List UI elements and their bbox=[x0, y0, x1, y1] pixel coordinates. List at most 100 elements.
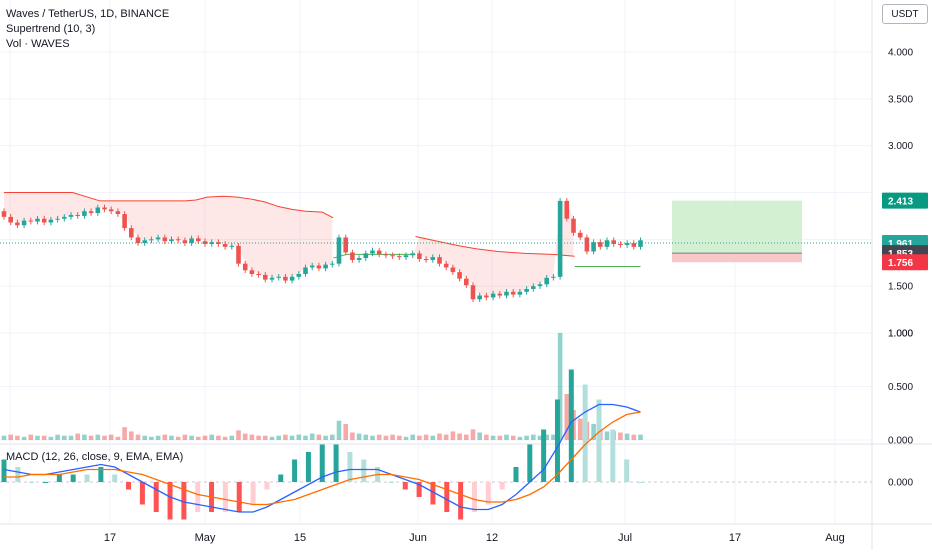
macd-legend[interactable]: MACD (12, 26, close, 9, EMA, EMA) bbox=[6, 451, 184, 463]
candle-body bbox=[35, 218, 40, 222]
volume-bar bbox=[604, 431, 610, 440]
candle-body bbox=[390, 255, 395, 257]
macd-histogram-bar bbox=[15, 467, 21, 482]
volume-bar bbox=[236, 430, 241, 440]
candle-body bbox=[309, 265, 315, 268]
volume-bar bbox=[464, 434, 469, 440]
macd-line bbox=[3, 403, 641, 513]
volume-bar bbox=[638, 434, 643, 440]
candle-body bbox=[591, 242, 596, 252]
candle-body bbox=[296, 273, 302, 277]
volume-bar bbox=[336, 420, 342, 440]
macd-histogram-bar bbox=[624, 459, 630, 482]
candle-body bbox=[108, 209, 114, 212]
candle-body bbox=[551, 276, 556, 278]
volume-bar bbox=[410, 434, 415, 440]
volume-bar bbox=[28, 434, 34, 440]
volume-bar bbox=[316, 434, 322, 440]
target-price-badge bbox=[882, 192, 928, 209]
volume-bar bbox=[82, 434, 87, 440]
candle-body bbox=[577, 232, 583, 238]
macd-histogram-bar bbox=[153, 482, 159, 512]
macd-histogram-bar bbox=[638, 482, 643, 483]
supertrend-legend[interactable]: Supertrend (10, 3) bbox=[6, 23, 96, 35]
macd-histogram-bar bbox=[596, 399, 602, 482]
volume-bar bbox=[484, 434, 489, 440]
stop-price-badge-text: 1.756 bbox=[888, 258, 913, 269]
candle-body bbox=[283, 276, 288, 281]
volume-bar bbox=[430, 435, 436, 440]
volume-bar bbox=[276, 435, 281, 440]
candle-body bbox=[537, 284, 543, 287]
candle-body bbox=[242, 263, 248, 271]
time-tick-label: 17 bbox=[729, 532, 741, 544]
candle-body bbox=[624, 243, 630, 245]
time-tick-label: 12 bbox=[486, 532, 498, 544]
volume-bar bbox=[350, 432, 355, 440]
symbol-legend[interactable]: Waves / TetherUS, 1D, BINANCE bbox=[6, 8, 170, 20]
volume-bar bbox=[618, 432, 623, 440]
volume-bar bbox=[182, 434, 188, 440]
macd-tick-label: 0.000 bbox=[888, 478, 913, 489]
candle-body bbox=[155, 237, 161, 240]
candle-body bbox=[584, 237, 590, 252]
macd-histogram-bar bbox=[1, 459, 7, 482]
volume-bar bbox=[403, 436, 409, 440]
candle-body bbox=[524, 288, 529, 292]
volume-legend[interactable]: Vol · WAVES bbox=[6, 38, 70, 50]
candle-body bbox=[8, 216, 13, 223]
candle-body bbox=[15, 222, 20, 226]
candle-body bbox=[75, 214, 80, 216]
volume-bar bbox=[457, 433, 462, 440]
volume-bar bbox=[242, 433, 248, 440]
volume-bar bbox=[510, 435, 516, 440]
candle-body bbox=[256, 273, 261, 275]
time-tick-label: 15 bbox=[294, 532, 306, 544]
candle-body bbox=[504, 291, 509, 296]
currency-unit-selector[interactable]: USDT bbox=[882, 4, 928, 24]
volume-bar bbox=[155, 435, 161, 440]
volume-bar bbox=[557, 333, 563, 440]
supertrend-fill-down bbox=[412, 200, 574, 296]
volume-bar bbox=[343, 423, 348, 440]
candle-body bbox=[450, 267, 456, 273]
macd-histogram-bar bbox=[195, 482, 201, 512]
candle-body bbox=[175, 239, 181, 241]
macd-histogram-bar bbox=[98, 467, 104, 482]
candle-body bbox=[517, 291, 523, 295]
volume-bar bbox=[289, 435, 295, 440]
supertrend-line-down bbox=[415, 236, 575, 257]
volume-bar bbox=[309, 433, 315, 440]
candle-body bbox=[41, 218, 47, 223]
candle-body bbox=[323, 264, 328, 269]
time-tick-label: 17 bbox=[104, 532, 116, 544]
volume-bar bbox=[296, 434, 302, 440]
macd-histogram-bar bbox=[222, 482, 228, 512]
volume-bar bbox=[21, 436, 27, 440]
macd-histogram-bar bbox=[43, 482, 49, 483]
volume-bar bbox=[383, 435, 389, 440]
volume-bar bbox=[48, 436, 54, 440]
volume-bar bbox=[256, 435, 261, 440]
price-tick-label: 3.500 bbox=[888, 94, 913, 105]
candle-body bbox=[88, 211, 94, 214]
volume-bar bbox=[1, 435, 7, 440]
macd-histogram-bar bbox=[84, 474, 90, 482]
candle-body bbox=[129, 228, 134, 238]
volume-bar bbox=[544, 434, 549, 440]
candle-body bbox=[618, 244, 623, 246]
volume-bar bbox=[370, 435, 375, 440]
volume-bar bbox=[577, 418, 583, 440]
price-tick-label: 1.000 bbox=[888, 329, 913, 340]
candle-body bbox=[196, 238, 201, 242]
volume-bar bbox=[263, 435, 268, 440]
candle-body bbox=[437, 257, 442, 264]
volume-bar bbox=[390, 434, 395, 440]
candle-body bbox=[263, 274, 268, 280]
volume-bar bbox=[283, 434, 288, 440]
volume-bar bbox=[624, 433, 630, 440]
volume-bar bbox=[35, 435, 40, 440]
volume-bar bbox=[537, 435, 543, 440]
